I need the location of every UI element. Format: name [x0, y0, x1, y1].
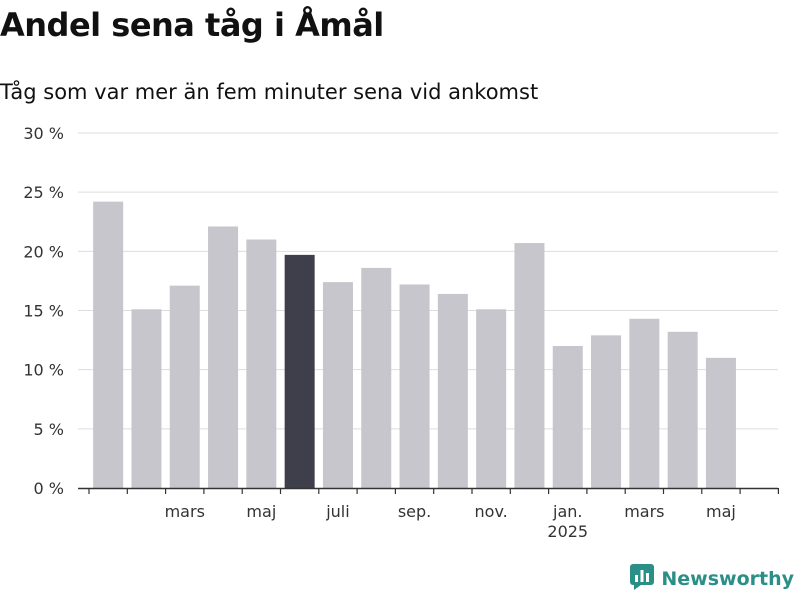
bar-2024-04[interactable]	[208, 226, 239, 488]
bar-2024-06[interactable]	[284, 254, 315, 488]
y-tick-label: 25 %	[23, 183, 64, 202]
y-tick-label: 5 %	[34, 420, 64, 439]
bar-2025-03[interactable]	[629, 318, 660, 488]
x-tick-label: jan.	[552, 502, 582, 521]
y-tick-label: 10 %	[23, 361, 64, 380]
x-tick-label: juli	[325, 502, 349, 521]
bar-2024-03[interactable]	[169, 285, 200, 488]
x-tick-label: mars	[165, 502, 205, 521]
bar-2024-01[interactable]	[93, 201, 124, 488]
bar-2024-12[interactable]	[514, 243, 545, 488]
y-tick-label: 20 %	[23, 242, 64, 261]
chart-subtitle: Tåg som var mer än fem minuter sena vid …	[0, 80, 539, 104]
bars	[93, 201, 736, 489]
x-tick-label: maj	[246, 502, 276, 521]
y-tick-label: 30 %	[23, 124, 64, 143]
bar-2025-02[interactable]	[591, 335, 622, 488]
bar-2024-09[interactable]	[399, 284, 430, 488]
bar-2024-10[interactable]	[437, 293, 468, 488]
y-tick-label: 0 %	[34, 479, 64, 498]
bar-2025-04[interactable]	[667, 331, 698, 488]
newsworthy-brand[interactable]: Newsworthy	[630, 564, 794, 594]
y-axis-ticks: 0 % 5 % 10 % 15 % 20 % 25 % 30 %	[23, 124, 64, 498]
bar-2024-02[interactable]	[131, 309, 162, 488]
bar-2025-05[interactable]	[705, 357, 736, 488]
x-tick-label: sep.	[398, 502, 431, 521]
x-tick-label: maj	[706, 502, 736, 521]
brand-name: Newsworthy	[661, 568, 794, 590]
x-axis-ticks: mars maj juli sep. nov. jan.2025 mars maj	[165, 502, 736, 541]
bar-2025-01[interactable]	[552, 346, 583, 488]
x-tick-label: nov.	[475, 502, 508, 521]
bar-2024-07[interactable]	[322, 282, 353, 488]
bar-2024-05[interactable]	[246, 239, 277, 489]
newsworthy-logo-icon	[630, 564, 655, 594]
bar-2024-11[interactable]	[476, 309, 507, 488]
x-axis	[78, 487, 780, 494]
y-tick-label: 15 %	[23, 302, 64, 321]
x-tick-label: mars	[624, 502, 664, 521]
chart-title: Andel sena tåg i Åmål	[0, 6, 384, 44]
bar-2024-08[interactable]	[361, 267, 392, 488]
x-tick-year-label: 2025	[547, 522, 588, 541]
